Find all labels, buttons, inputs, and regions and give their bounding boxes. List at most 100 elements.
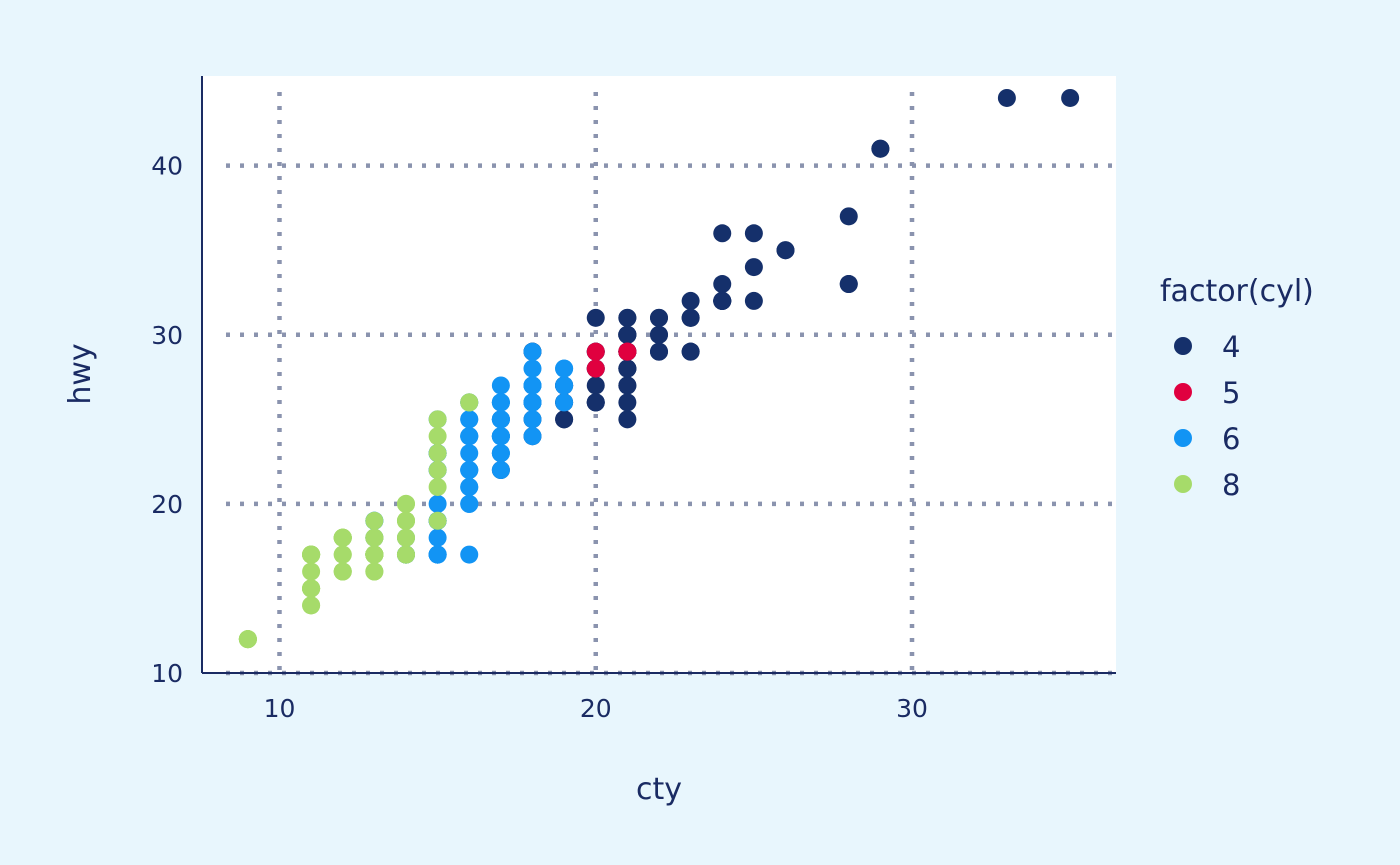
data-point-cyl-6 bbox=[523, 393, 542, 412]
data-point-cyl-8 bbox=[333, 528, 352, 547]
data-point-cyl-8 bbox=[428, 444, 447, 463]
data-point-cyl-6 bbox=[460, 444, 479, 463]
data-point-cyl-6 bbox=[491, 461, 510, 480]
x-tick-label: 20 bbox=[580, 694, 612, 723]
data-point-cyl-6 bbox=[491, 393, 510, 412]
data-point-cyl-8 bbox=[302, 545, 321, 564]
data-point-cyl-6 bbox=[523, 359, 542, 378]
data-point-cyl-6 bbox=[460, 477, 479, 496]
data-point-cyl-6 bbox=[523, 376, 542, 395]
legend-label-8: 8 bbox=[1222, 468, 1240, 502]
data-point-cyl-4 bbox=[586, 308, 605, 327]
data-point-cyl-6 bbox=[523, 342, 542, 361]
data-point-cyl-6 bbox=[460, 427, 479, 446]
data-point-cyl-4 bbox=[713, 275, 732, 294]
data-point-cyl-8 bbox=[365, 528, 384, 547]
data-point-cyl-4 bbox=[871, 139, 890, 158]
data-point-cyl-4 bbox=[776, 241, 795, 260]
data-point-cyl-6 bbox=[523, 410, 542, 429]
data-point-cyl-8 bbox=[460, 393, 479, 412]
data-point-cyl-6 bbox=[555, 359, 574, 378]
data-point-cyl-6 bbox=[460, 494, 479, 513]
data-point-cyl-4 bbox=[618, 376, 637, 395]
data-point-cyl-8 bbox=[302, 562, 321, 581]
data-point-cyl-6 bbox=[491, 410, 510, 429]
data-point-cyl-4 bbox=[681, 291, 700, 310]
data-point-cyl-4 bbox=[681, 342, 700, 361]
data-point-cyl-6 bbox=[491, 444, 510, 463]
data-point-cyl-4 bbox=[839, 207, 858, 226]
data-point-cyl-8 bbox=[396, 528, 415, 547]
data-point-cyl-8 bbox=[302, 579, 321, 598]
y-axis-label: hwy bbox=[63, 343, 98, 404]
data-point-cyl-4 bbox=[618, 359, 637, 378]
data-point-cyl-5 bbox=[618, 342, 637, 361]
data-point-cyl-6 bbox=[428, 545, 447, 564]
data-point-cyl-8 bbox=[238, 630, 257, 649]
legend-label-4: 4 bbox=[1222, 330, 1240, 364]
data-point-cyl-4 bbox=[650, 308, 668, 327]
data-point-cyl-4 bbox=[1061, 88, 1080, 107]
y-tick-label: 30 bbox=[151, 321, 183, 350]
data-points bbox=[238, 88, 1080, 649]
data-point-cyl-6 bbox=[460, 410, 479, 429]
data-point-cyl-4 bbox=[618, 393, 637, 412]
data-point-cyl-4 bbox=[618, 308, 637, 327]
data-point-cyl-5 bbox=[586, 359, 605, 378]
legend-swatch-8 bbox=[1174, 475, 1192, 493]
data-point-cyl-8 bbox=[428, 461, 447, 480]
data-point-cyl-5 bbox=[586, 342, 605, 361]
data-point-cyl-8 bbox=[333, 545, 352, 564]
x-tick-label: 30 bbox=[896, 694, 928, 723]
data-point-cyl-8 bbox=[396, 494, 415, 513]
data-point-cyl-6 bbox=[555, 393, 574, 412]
data-point-cyl-4 bbox=[713, 291, 732, 310]
data-point-cyl-8 bbox=[428, 511, 447, 530]
data-point-cyl-4 bbox=[555, 410, 574, 429]
legend-label-5: 5 bbox=[1222, 376, 1240, 410]
legend-label-6: 6 bbox=[1222, 422, 1240, 456]
data-point-cyl-4 bbox=[744, 258, 763, 277]
legend: factor(cyl) 4 5 6 8 bbox=[1160, 274, 1314, 502]
y-tick-label: 20 bbox=[151, 490, 183, 519]
legend-swatch-4 bbox=[1174, 337, 1192, 355]
y-tick-labels: 10 20 30 40 bbox=[151, 152, 183, 688]
data-point-cyl-8 bbox=[428, 427, 447, 446]
data-point-cyl-6 bbox=[523, 427, 542, 446]
data-point-cyl-8 bbox=[365, 545, 384, 564]
data-point-cyl-8 bbox=[365, 511, 384, 530]
legend-swatch-6 bbox=[1174, 429, 1192, 447]
plot-panel bbox=[202, 76, 1116, 673]
legend-title: factor(cyl) bbox=[1160, 274, 1314, 309]
data-point-cyl-6 bbox=[428, 528, 447, 547]
y-tick-label: 40 bbox=[151, 152, 183, 181]
data-point-cyl-8 bbox=[428, 477, 447, 496]
x-tick-labels: 10 20 30 bbox=[264, 694, 928, 723]
x-tick-label: 10 bbox=[264, 694, 296, 723]
data-point-cyl-6 bbox=[428, 494, 447, 513]
legend-swatch-5 bbox=[1174, 383, 1192, 401]
data-point-cyl-4 bbox=[997, 88, 1016, 107]
legend-items: 4 5 6 8 bbox=[1174, 330, 1240, 502]
data-point-cyl-4 bbox=[744, 291, 763, 310]
data-point-cyl-8 bbox=[333, 562, 352, 581]
data-point-cyl-6 bbox=[491, 376, 510, 395]
data-point-cyl-8 bbox=[396, 511, 415, 530]
data-point-cyl-8 bbox=[302, 596, 321, 615]
data-point-cyl-4 bbox=[586, 376, 605, 395]
data-point-cyl-8 bbox=[428, 410, 447, 429]
y-tick-label: 10 bbox=[151, 659, 183, 688]
x-axis-label: cty bbox=[636, 772, 682, 807]
data-point-cyl-4 bbox=[650, 325, 668, 344]
data-point-cyl-6 bbox=[460, 461, 479, 480]
data-point-cyl-4 bbox=[744, 224, 763, 243]
data-point-cyl-8 bbox=[396, 545, 415, 564]
data-point-cyl-4 bbox=[713, 224, 732, 243]
data-point-cyl-4 bbox=[650, 342, 668, 361]
data-point-cyl-6 bbox=[491, 427, 510, 446]
data-point-cyl-4 bbox=[586, 393, 605, 412]
data-point-cyl-4 bbox=[681, 308, 700, 327]
data-point-cyl-4 bbox=[618, 325, 637, 344]
data-point-cyl-4 bbox=[618, 410, 637, 429]
